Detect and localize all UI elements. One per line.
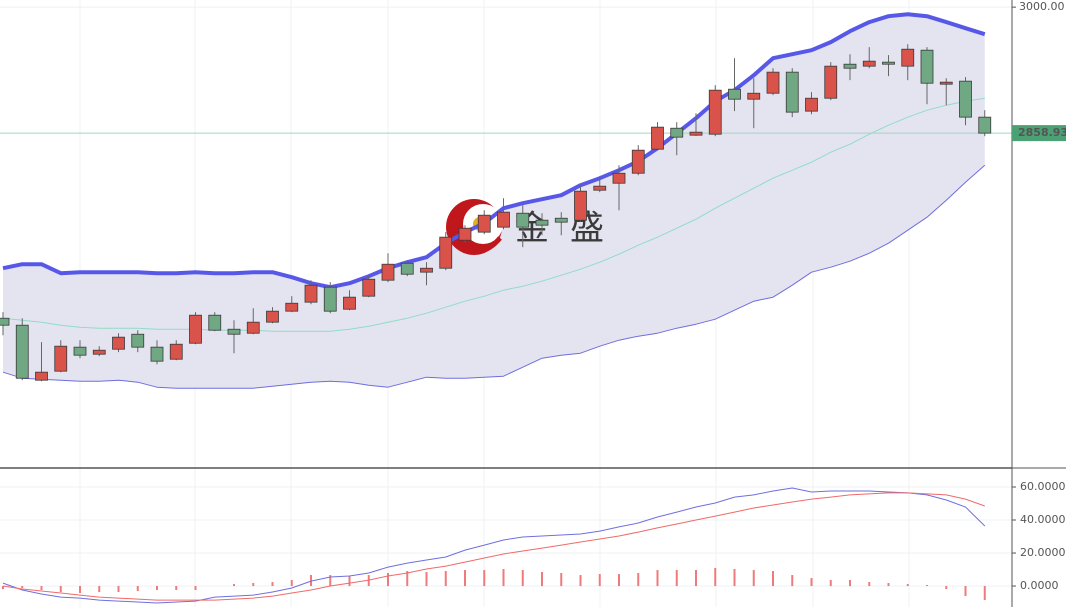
candle-body [862, 60, 876, 67]
candle-body [458, 227, 472, 241]
candle-body [882, 61, 895, 65]
candle-body [400, 262, 414, 275]
candle-body [554, 217, 568, 223]
candle-body [516, 212, 530, 228]
candle-body [651, 126, 664, 150]
candle-body [574, 190, 587, 221]
y-tick-label: 20.0000 [1020, 546, 1066, 559]
candle-body [535, 219, 549, 226]
candle-body [169, 343, 183, 360]
candle-body [439, 236, 453, 269]
y-tick-label: 60.0000 [1020, 480, 1066, 493]
candle-body [54, 345, 68, 372]
candle-body [708, 89, 722, 135]
candle-body [612, 172, 626, 184]
watermark-logo-ring [458, 236, 502, 253]
candle-body [747, 92, 761, 100]
candle-body [362, 278, 376, 297]
candle-body [208, 314, 222, 331]
candle-body [150, 346, 164, 362]
candle-body [920, 49, 934, 84]
plot-layer: 金盛 [0, 6, 1012, 604]
last-price-label: 2858.936 [1018, 126, 1066, 139]
candle-body [631, 149, 645, 174]
candle-body [15, 324, 29, 379]
candle-body [477, 214, 491, 233]
candle-body [266, 310, 279, 323]
candle-body [227, 328, 241, 335]
macd-line [2, 492, 985, 601]
candle-body [343, 296, 356, 310]
candle-body [959, 80, 972, 118]
candle-body [246, 321, 260, 334]
band-upper [2, 12, 986, 290]
candle-body [939, 81, 953, 85]
candle-body [285, 302, 299, 312]
candle-body [35, 371, 48, 381]
macd-line [2, 487, 986, 604]
candle-body [824, 65, 838, 99]
candle-body [73, 346, 87, 356]
candle-body [497, 211, 510, 228]
candle-body [785, 71, 799, 113]
candle-body [131, 333, 145, 348]
candle-body [843, 63, 857, 69]
candle-body [92, 349, 106, 355]
candle-body [805, 97, 818, 112]
candle-body [420, 267, 433, 273]
candle-body [978, 116, 992, 134]
band-lower [2, 164, 986, 389]
candle-body [304, 284, 318, 303]
candle-body [728, 88, 741, 100]
candle-body [766, 71, 780, 94]
band-fill [3, 14, 985, 389]
candle-body [189, 314, 202, 344]
candle-body [323, 286, 337, 312]
candle-body [381, 263, 395, 281]
candle-body [112, 336, 125, 350]
band-middle [2, 97, 985, 332]
candle-body [901, 48, 915, 67]
candle-body [670, 127, 684, 138]
y-tick-label: 0.0000 [1020, 579, 1059, 592]
candle-body [593, 185, 607, 191]
candle-body [689, 131, 703, 136]
y-tick-label: 3000.00 [1019, 0, 1065, 13]
candle-body [0, 317, 10, 326]
last-price-tag [1012, 125, 1066, 142]
y-tick-label: 40.0000 [1020, 513, 1066, 526]
